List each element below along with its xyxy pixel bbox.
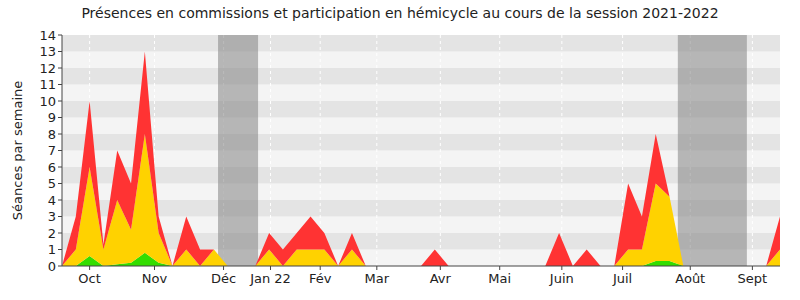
y-tick	[58, 68, 62, 69]
x-tick	[561, 266, 562, 270]
grid-band	[62, 101, 780, 118]
grid-line	[752, 35, 753, 266]
x-tick	[270, 266, 271, 270]
plot-area	[62, 35, 780, 266]
y-tick	[58, 183, 62, 184]
x-tick-label: Oct	[78, 271, 100, 286]
y-tick-label: 6	[48, 160, 56, 175]
x-tick-label: Avr	[430, 271, 452, 286]
y-tick-label: 7	[48, 143, 56, 158]
y-tick-label: 9	[48, 110, 56, 125]
y-label: Séances par semaine	[10, 81, 25, 220]
y-tick	[58, 150, 62, 151]
x-tick-label: Mai	[488, 271, 511, 286]
x-tick-label: Sept	[738, 271, 768, 286]
x-tick	[690, 266, 691, 270]
grid-band	[62, 134, 780, 151]
y-tick	[58, 51, 62, 52]
y-tick-label: 8	[48, 127, 56, 142]
y-tick-label: 1	[48, 242, 56, 257]
area	[62, 52, 780, 267]
x-tick	[499, 266, 500, 270]
grid-line	[499, 35, 500, 266]
x-tick	[154, 266, 155, 270]
x-tick-label: Nov	[142, 271, 168, 286]
x-tick-label: Jan 22	[249, 271, 291, 286]
x-tick	[223, 266, 224, 270]
grid-band	[62, 184, 780, 201]
y-tick	[58, 35, 62, 36]
y-tick-label: 5	[48, 176, 56, 191]
grid-band	[62, 85, 780, 102]
y-tick	[58, 200, 62, 201]
y-tick	[58, 216, 62, 217]
grid-band	[62, 68, 780, 85]
x-tick	[752, 266, 753, 270]
grid-line	[376, 35, 377, 266]
title: Présences en commissions et participatio…	[81, 5, 718, 21]
y-tick-label: 10	[39, 94, 56, 109]
x-tick	[89, 266, 90, 270]
x-tick-label: Fév	[309, 271, 332, 286]
shaded-range	[678, 35, 747, 266]
y-tick-label: 12	[39, 61, 56, 76]
y-tick-label: 2	[48, 226, 56, 241]
area	[62, 134, 780, 266]
y-tick	[58, 266, 62, 267]
y-tick	[58, 101, 62, 102]
grid-band	[62, 52, 780, 69]
y-tick-label: 14	[39, 28, 56, 43]
x-axis	[62, 266, 780, 267]
x-tick	[622, 266, 623, 270]
x-tick	[376, 266, 377, 270]
x-tick	[320, 266, 321, 270]
x-tick-label: Juil	[612, 271, 632, 286]
y-tick-label: 13	[39, 44, 56, 59]
y-tick	[58, 117, 62, 118]
grid-line	[270, 35, 271, 266]
x-tick-label: Août	[675, 271, 705, 286]
y-tick-label: 11	[39, 77, 56, 92]
shaded-range	[218, 35, 258, 266]
x-tick-label: Déc	[211, 271, 236, 286]
y-tick	[58, 167, 62, 168]
grid-line	[561, 35, 562, 266]
chart: 01234567891011121314OctNovDécJan 22FévMa…	[0, 0, 800, 300]
y-tick-label: 4	[48, 193, 56, 208]
grid-line	[440, 35, 441, 266]
y-tick-label: 0	[48, 259, 56, 274]
y-tick	[58, 233, 62, 234]
x-tick-label: Juin	[549, 271, 574, 286]
grid-band	[62, 118, 780, 135]
grid-band	[62, 151, 780, 168]
x-tick-label: Mar	[365, 271, 390, 286]
grid-band	[62, 167, 780, 184]
grid-band	[62, 35, 780, 52]
y-tick-label: 3	[48, 209, 56, 224]
y-tick	[58, 134, 62, 135]
y-tick	[58, 84, 62, 85]
x-tick	[440, 266, 441, 270]
y-tick	[58, 249, 62, 250]
